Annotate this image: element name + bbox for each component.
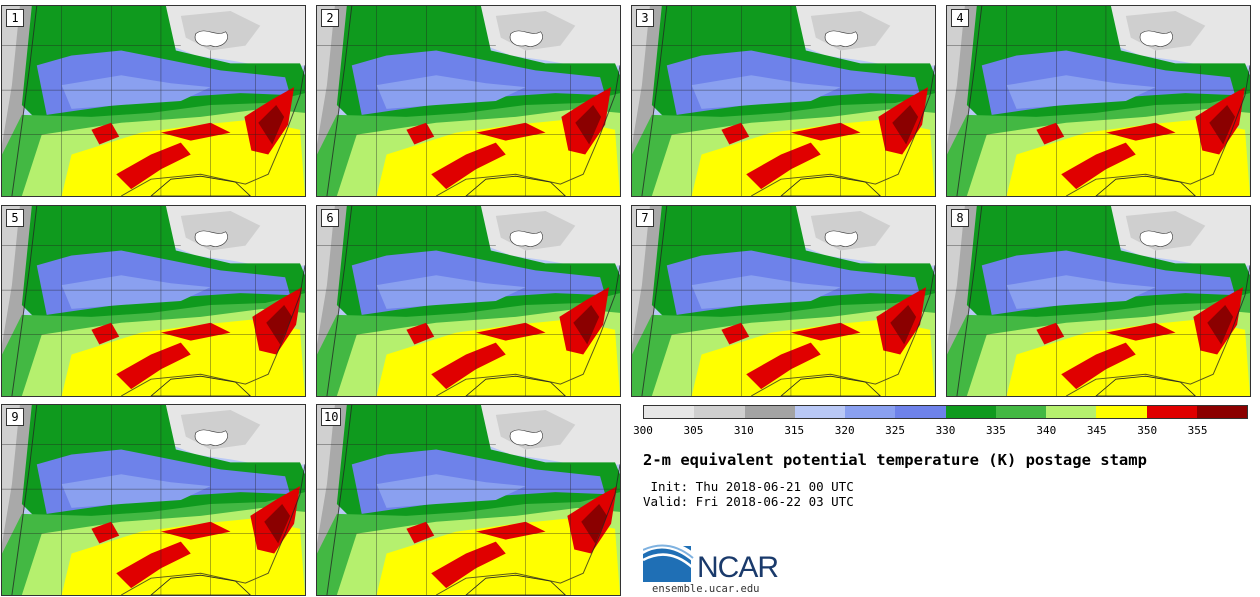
ensemble-map <box>947 206 1250 396</box>
colorbar-tick-label: 355 <box>1187 424 1208 437</box>
colorbar-segment <box>1196 406 1247 418</box>
ensemble-map <box>2 405 305 595</box>
colorbar-segment <box>1146 406 1197 418</box>
member-map-panel: 10 <box>316 404 621 596</box>
member-map-panel: 9 <box>1 404 306 596</box>
member-map-panel: 5 <box>1 205 306 397</box>
member-map-panel: 3 <box>631 5 936 197</box>
website-label: ensemble.ucar.edu <box>652 583 760 595</box>
ensemble-map <box>2 206 305 396</box>
member-map-panel: 8 <box>946 205 1251 397</box>
colorbar-tick-label: 320 <box>834 424 855 437</box>
colorbar-tick-label: 315 <box>784 424 805 437</box>
colorbar-segment <box>694 406 745 418</box>
colorbar-segment <box>794 406 845 418</box>
colorbar-segment <box>995 406 1046 418</box>
ensemble-map <box>317 206 620 396</box>
valid-time: Valid: Fri 2018-06-22 03 UTC <box>643 494 854 509</box>
member-number-label: 9 <box>6 408 24 426</box>
colorbar-tick-label: 340 <box>1036 424 1057 437</box>
colorbar-tick-label: 300 <box>633 424 653 437</box>
colorbar-segment <box>744 406 795 418</box>
member-map-panel: 4 <box>946 5 1251 197</box>
member-map-panel: 6 <box>316 205 621 397</box>
member-number-label: 4 <box>951 9 969 27</box>
colorbar-segment <box>845 406 896 418</box>
colorbar-segment <box>644 406 695 418</box>
ensemble-map <box>632 6 935 196</box>
ncar-logo-text: NCAR <box>697 551 779 584</box>
colorbar-segment <box>945 406 996 418</box>
chart-title: 2-m equivalent potential temperature (K)… <box>643 451 1147 469</box>
member-number-label: 10 <box>321 408 342 426</box>
member-number-label: 5 <box>6 209 24 227</box>
ensemble-map <box>317 405 620 595</box>
colorbar-tick-label: 305 <box>683 424 704 437</box>
ensemble-map <box>317 6 620 196</box>
colorbar-segment <box>1096 406 1147 418</box>
colorbar-segment <box>895 406 946 418</box>
member-number-label: 7 <box>636 209 654 227</box>
member-map-panel: 2 <box>316 5 621 197</box>
colorbar-tick-label: 335 <box>985 424 1006 437</box>
member-map-panel: 7 <box>631 205 936 397</box>
member-number-label: 1 <box>6 9 24 27</box>
init-time: Init: Thu 2018-06-21 00 UTC <box>643 479 854 494</box>
colorbar-ticks: 300 305 310 315 320 325 330 335 340 345 350 355 <box>633 424 1248 438</box>
member-number-label: 3 <box>636 9 654 27</box>
ensemble-map <box>632 206 935 396</box>
member-number-label: 6 <box>321 209 339 227</box>
colorbar-tick-label: 310 <box>733 424 754 437</box>
colorbar-tick-label: 325 <box>885 424 906 437</box>
ensemble-map <box>947 6 1250 196</box>
member-number-label: 8 <box>951 209 969 227</box>
member-map-panel: 1 <box>1 5 306 197</box>
colorbar <box>643 405 1248 419</box>
colorbar-tick-label: 330 <box>935 424 956 437</box>
member-number-label: 2 <box>321 9 339 27</box>
ensemble-map <box>2 6 305 196</box>
colorbar-tick-label: 350 <box>1137 424 1158 437</box>
ncar-logo-icon <box>643 540 694 582</box>
colorbar-tick-label: 345 <box>1086 424 1107 437</box>
colorbar-segment <box>1046 406 1097 418</box>
